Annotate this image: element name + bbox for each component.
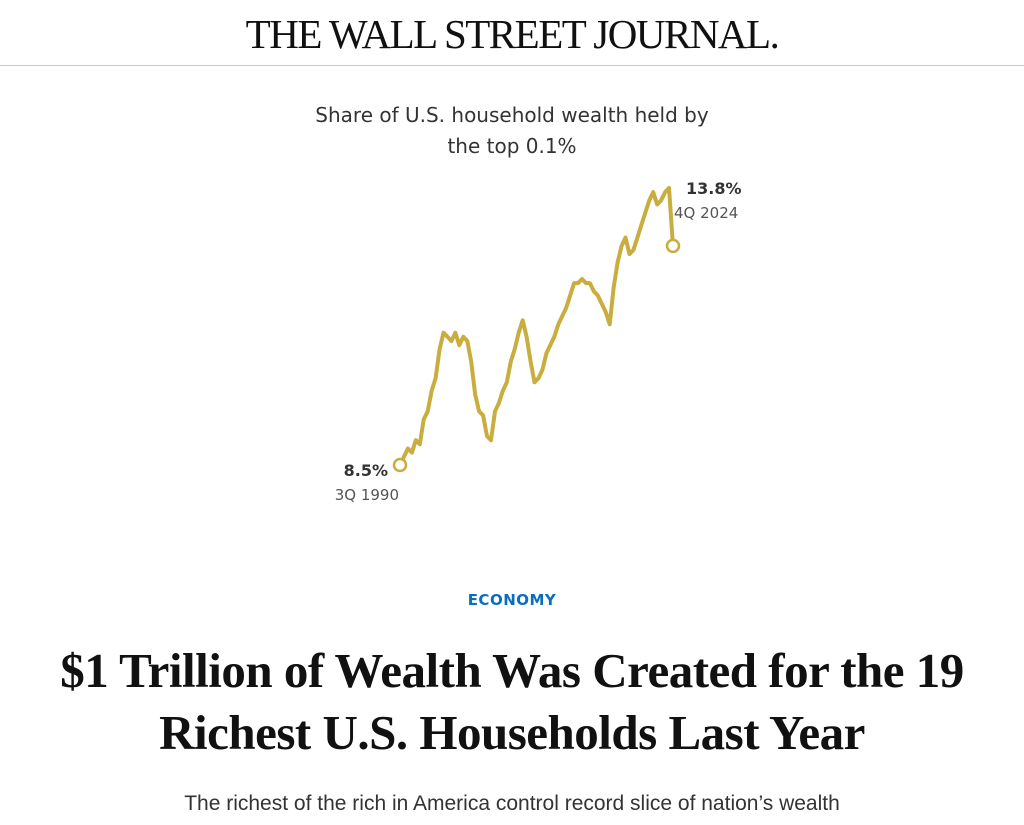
start-value-label: 8.5%	[344, 461, 388, 480]
start-date-label: 3Q 1990	[335, 486, 399, 504]
series-line	[398, 186, 675, 467]
section-label[interactable]: ECONOMY	[467, 591, 557, 609]
headline[interactable]: $1 Trillion of Wealth Was Created for th…	[60, 643, 964, 760]
wealth-share-chart: 8.5% 3Q 1990 13.8% 4Q 2024	[335, 179, 742, 504]
masthead-logo[interactable]: THE WALL STREET JOURNAL.	[245, 11, 780, 57]
start-point-marker	[392, 457, 408, 473]
chart-title: Share of U.S. household wealth held by t…	[315, 103, 709, 158]
end-date-label: 4Q 2024	[674, 204, 738, 222]
end-point-marker	[665, 238, 681, 254]
dek: The richest of the rich in America contr…	[184, 792, 840, 815]
end-value-label: 13.8%	[686, 179, 742, 198]
masthead: THE WALL STREET JOURNAL.	[0, 0, 1024, 66]
